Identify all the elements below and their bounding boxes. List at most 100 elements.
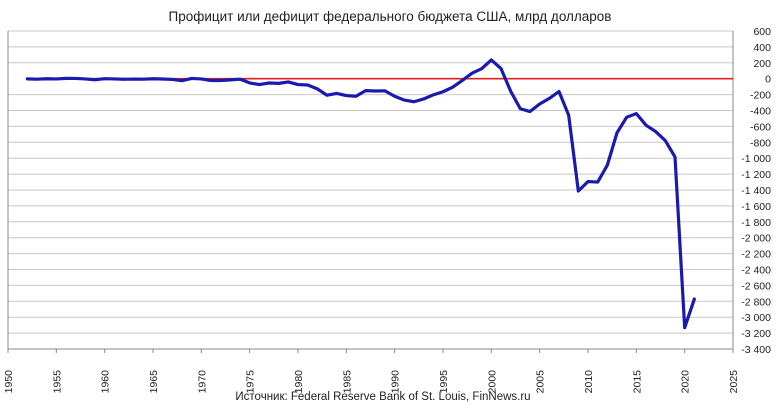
x-tick-labels: 1950 1955 1960 1965 1970 1975 1980 1985 1990 1995… [3, 349, 740, 393]
data-point [364, 89, 367, 92]
y-tick-label: 400 [753, 42, 771, 54]
data-point [132, 77, 135, 81]
data-point [354, 95, 358, 98]
x-tick-label: 2010 [583, 370, 595, 394]
data-point [615, 131, 619, 134]
data-point [654, 130, 657, 133]
data-point [509, 90, 512, 93]
data-point [258, 83, 261, 86]
data-point [335, 92, 338, 95]
y-tick-label: -2 600 [741, 280, 771, 292]
data-point [490, 58, 493, 62]
x-tick-label: 1990 [390, 370, 402, 394]
y-tick-label: 0 [765, 74, 771, 86]
data-point [248, 81, 251, 85]
data-point [35, 77, 39, 81]
data-point [683, 326, 686, 329]
y-tick-label: -1 600 [741, 201, 771, 213]
x-tick-label: 1970 [196, 370, 208, 394]
data-point [451, 86, 454, 89]
data-point [93, 78, 97, 81]
data-point [432, 93, 435, 97]
data-point [393, 95, 396, 98]
y-tick-label: -3 000 [741, 312, 771, 324]
data-point [151, 77, 155, 80]
x-tick-label: 2005 [535, 370, 547, 394]
gridlines [8, 30, 733, 350]
data-point [577, 189, 580, 193]
y-tick-labels: 600 400 200 0 -200 -400 -600 -800 -1 000 -1 200 -1… [741, 26, 771, 356]
data-point [113, 77, 116, 81]
data-point [306, 83, 309, 87]
data-point [190, 77, 193, 80]
x-tick-label: 1965 [148, 370, 160, 394]
data-point [200, 77, 203, 81]
y-tick-label: -200 [750, 90, 771, 102]
data-point [548, 97, 551, 100]
x-tick-label: 1985 [341, 370, 353, 394]
data-point [287, 80, 290, 84]
data-point [55, 77, 58, 81]
y-tick-label: 600 [753, 26, 771, 38]
x-tick-label: 1960 [100, 370, 112, 394]
data-point [142, 77, 145, 81]
x-tick-label: 1995 [438, 370, 450, 394]
data-point [596, 180, 599, 184]
y-tick-label: -800 [750, 137, 771, 149]
data-point [635, 112, 638, 115]
data-point [673, 155, 677, 159]
data-point [26, 77, 29, 81]
data-point [606, 163, 609, 167]
y-tick-label: -1 800 [741, 217, 771, 229]
data-point [470, 72, 474, 75]
data-point [567, 113, 570, 117]
data-point [316, 87, 319, 91]
data-point [374, 89, 377, 93]
data-point [64, 77, 68, 80]
y-tick-label: -1 200 [741, 169, 771, 181]
data-point [625, 116, 628, 119]
data-point [412, 100, 416, 103]
source-note: Источник: Federal Reserve Bank of St. Lo… [235, 391, 530, 403]
data-point [403, 98, 406, 102]
series-layer [25, 58, 696, 330]
x-tick-label: 1950 [3, 370, 15, 394]
data-point [461, 79, 464, 82]
y-tick-label: -400 [750, 106, 771, 118]
y-tick-label: -1 000 [741, 153, 771, 165]
x-tick-label: 2020 [680, 370, 692, 394]
y-tick-label: -3 400 [741, 344, 771, 356]
data-point [180, 79, 184, 82]
data-point [103, 77, 106, 80]
x-tick-label: 2025 [728, 370, 740, 394]
y-tick-label: -2 000 [741, 233, 771, 245]
y-tick-label: -3 200 [741, 328, 771, 340]
y-tick-label: -2 200 [741, 249, 771, 261]
data-point [229, 78, 232, 82]
x-tick-label: 1975 [245, 370, 257, 394]
data-point [586, 180, 590, 183]
data-point [383, 89, 387, 93]
data-point [84, 77, 87, 81]
data-point [171, 78, 174, 81]
data-point [296, 83, 300, 86]
data-point [325, 94, 329, 97]
data-point [238, 77, 242, 81]
y-tick-label: -600 [750, 121, 771, 133]
data-point [528, 110, 532, 113]
data-point [519, 107, 522, 110]
data-point [538, 102, 541, 106]
y-tick-label: -2 400 [741, 265, 771, 277]
data-point [422, 97, 425, 101]
chart-title: Профицит или дефицит федерального бюджет… [169, 9, 612, 24]
x-tick-label: 2000 [486, 370, 498, 394]
data-point [644, 124, 648, 127]
data-point [219, 79, 222, 82]
data-point [161, 77, 164, 81]
y-tick-label: 200 [753, 58, 771, 70]
x-tick-label: 2015 [631, 370, 643, 394]
y-tick-label: -1 400 [741, 185, 771, 197]
data-point [664, 139, 667, 142]
data-point [277, 82, 280, 85]
